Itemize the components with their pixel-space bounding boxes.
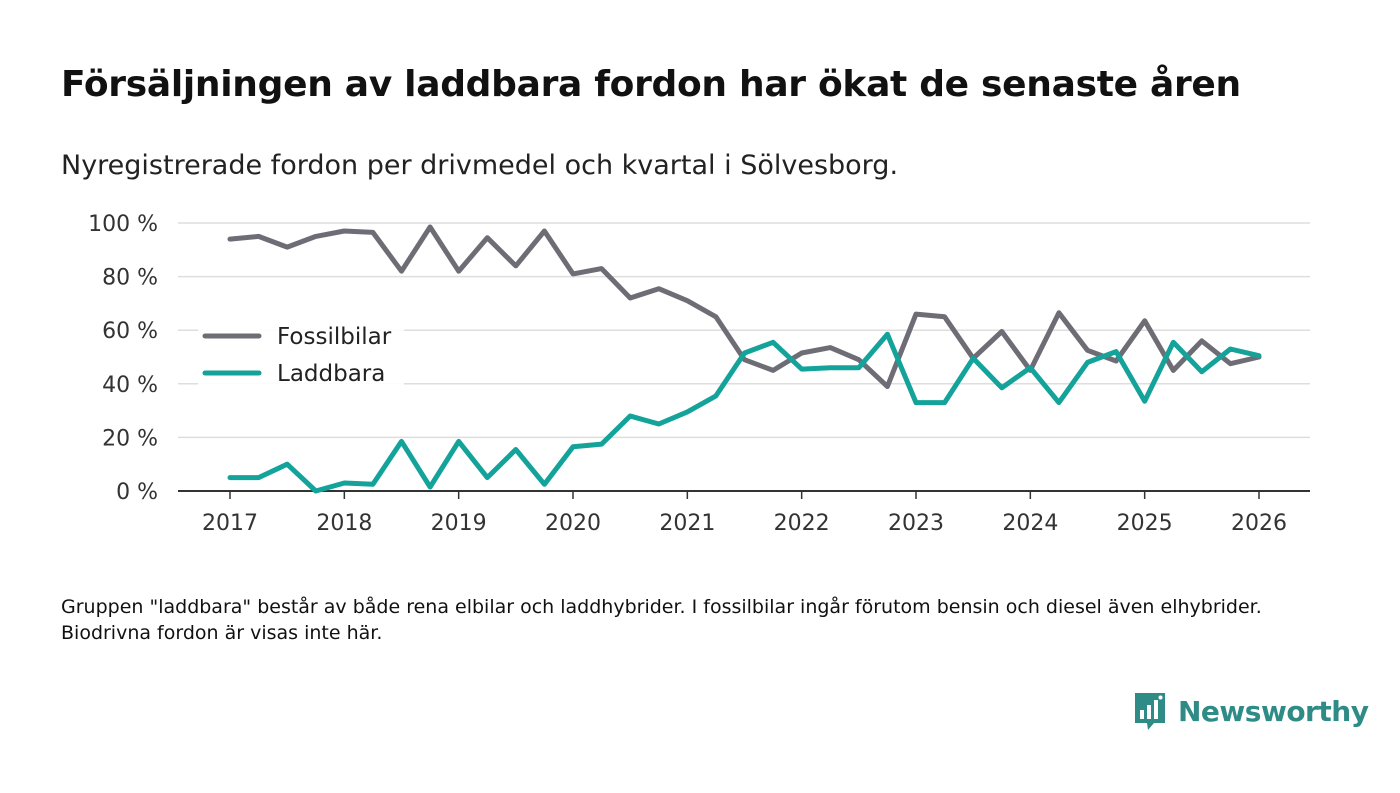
chart-subtitle: Nyregistrerade fordon per drivmedel och …	[61, 150, 899, 181]
line-chart: 0 % 20 % 40 % 60 % 80 % 100 % 2017 2018 2019 202…	[88, 212, 1310, 536]
chart-title: Försäljningen av laddbara fordon har öka…	[61, 64, 1241, 105]
y-tick-label: 80 %	[102, 266, 158, 291]
x-tick-label: 2018	[316, 511, 372, 536]
x-tick-label: 2026	[1231, 511, 1287, 536]
series-line-laddbara	[227, 331, 1262, 494]
x-tick-label: 2017	[202, 511, 258, 536]
y-axis-ticks: 0 % 20 % 40 % 60 % 80 % 100 %	[88, 212, 158, 505]
footnote: Gruppen "laddbara" består av både rena e…	[61, 596, 1262, 644]
x-tick-label: 2021	[659, 511, 715, 536]
y-tick-label: 100 %	[88, 212, 158, 237]
y-tick-label: 0 %	[116, 480, 158, 505]
x-tick-label: 2022	[774, 511, 830, 536]
x-tick-label: 2023	[888, 511, 944, 536]
y-tick-label: 60 %	[102, 319, 158, 344]
x-tick-label: 2020	[545, 511, 601, 536]
brand-logo[interactable]: Newsworthy	[1132, 690, 1369, 732]
brand-name: Newsworthy	[1178, 694, 1369, 728]
x-axis-ticks: 2017 2018 2019 2020 2021 2022 2023 2024 2025 2026	[202, 491, 1287, 536]
series-line-fossilbilar	[227, 224, 1262, 389]
legend-label: Laddbara	[277, 361, 385, 387]
legend: Fossilbilar Laddbara	[198, 318, 404, 389]
x-tick-label: 2025	[1117, 511, 1173, 536]
y-tick-label: 20 %	[102, 426, 158, 451]
legend-label: Fossilbilar	[277, 324, 392, 350]
newsworthy-logo-icon	[1135, 693, 1165, 730]
x-tick-label: 2024	[1002, 511, 1058, 536]
series-lines	[227, 224, 1262, 494]
x-tick-label: 2019	[431, 511, 487, 536]
y-tick-label: 40 %	[102, 373, 158, 398]
